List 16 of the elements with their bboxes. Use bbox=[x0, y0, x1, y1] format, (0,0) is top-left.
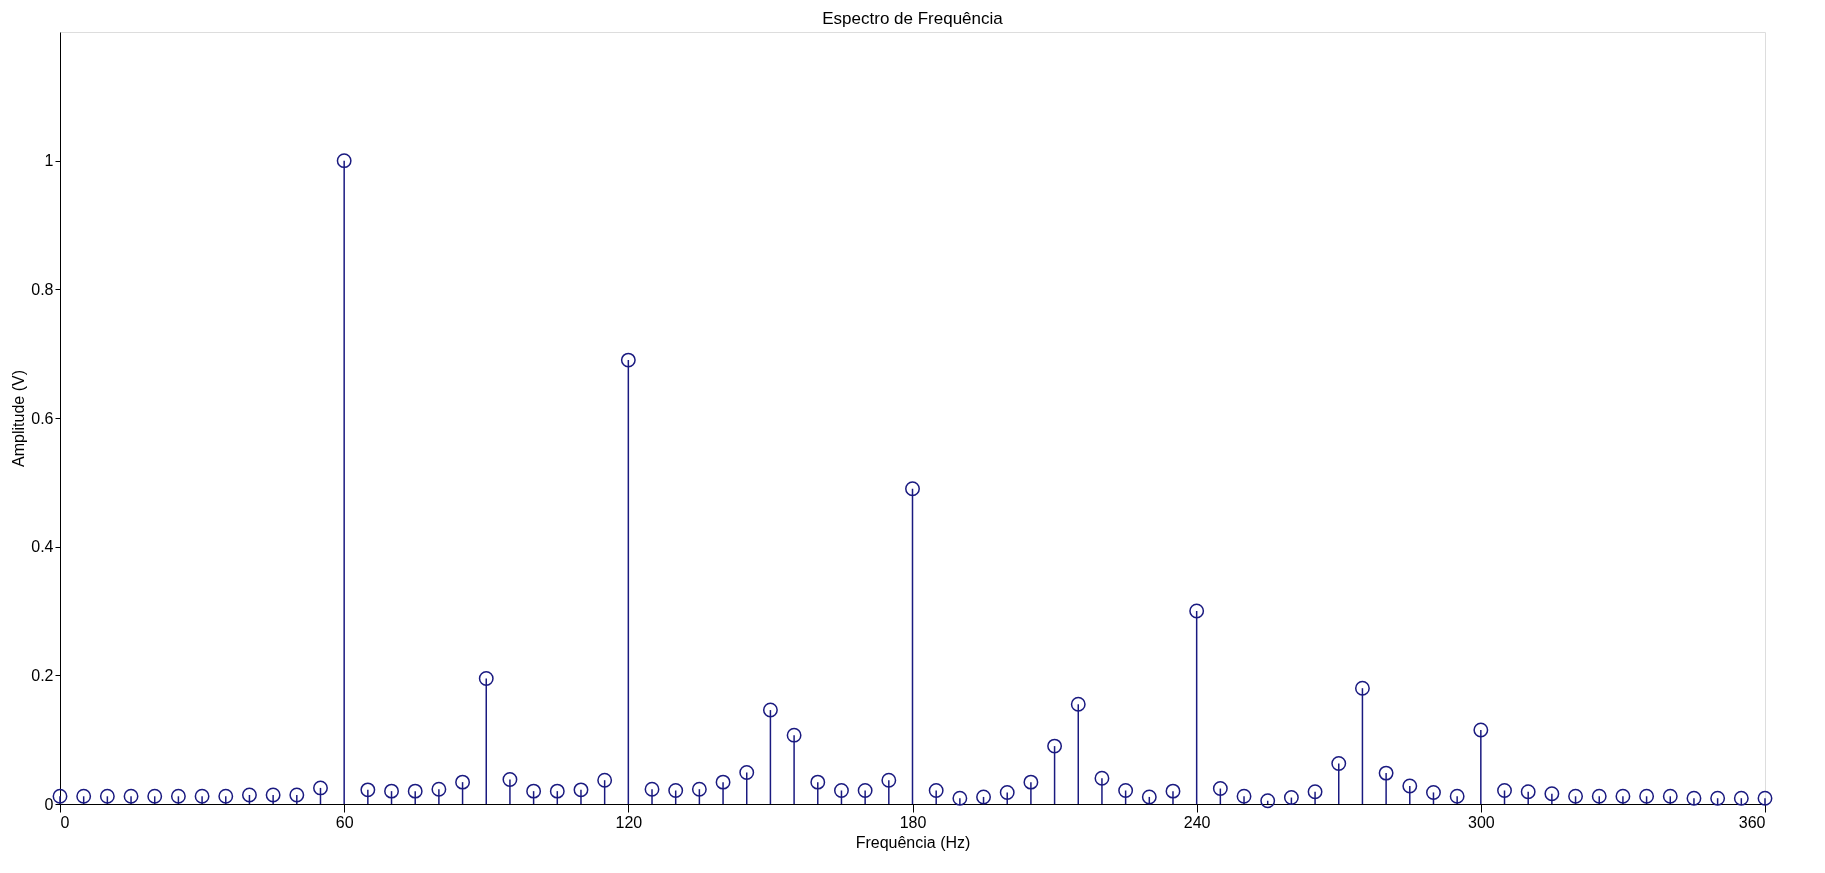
x-tick-label: 180 bbox=[899, 813, 927, 831]
x-tick-label: 0 bbox=[60, 813, 70, 831]
y-tick-label: 0.8 bbox=[31, 280, 54, 298]
y-tick-label: 0.2 bbox=[31, 666, 54, 684]
y-tick-label: 1 bbox=[44, 152, 54, 170]
x-axis-title: Frequência (Hz) bbox=[855, 833, 971, 851]
y-tick-label: 0.6 bbox=[31, 409, 54, 427]
x-tick-label: 60 bbox=[335, 813, 354, 831]
y-axis-title: Amplitude (V) bbox=[10, 370, 28, 467]
x-tick-label: 360 bbox=[1738, 813, 1766, 831]
x-tick-label: 240 bbox=[1183, 813, 1211, 831]
chart-title: Espectro de Frequência bbox=[822, 9, 1004, 28]
y-tick-label: 0 bbox=[44, 795, 54, 813]
y-tick-label: 0.4 bbox=[31, 538, 54, 556]
x-tick-label: 120 bbox=[615, 813, 643, 831]
x-tick-label: 300 bbox=[1467, 813, 1495, 831]
